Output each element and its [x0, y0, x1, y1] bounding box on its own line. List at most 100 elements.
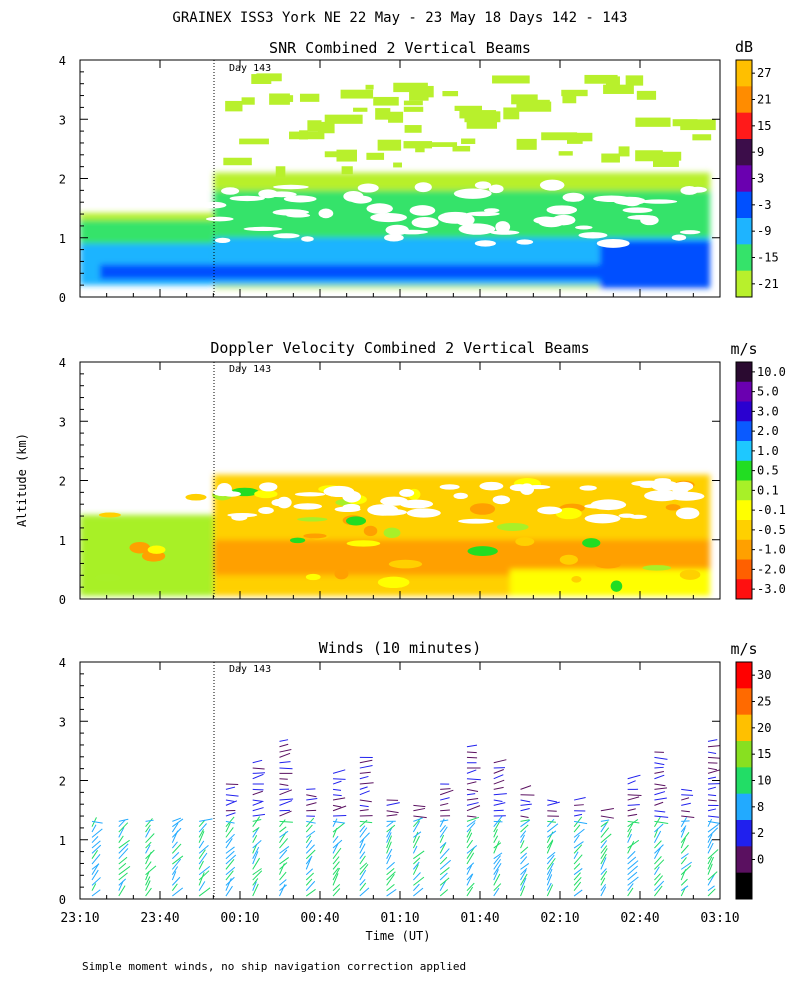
wind-barb-14-23: [466, 873, 474, 886]
wind-barb-16-86: [520, 840, 525, 849]
wind-barb-16-167: [520, 799, 531, 803]
wind-barb-19-149: [600, 807, 614, 812]
wind-barb-0-23: [91, 877, 101, 886]
snr-cloud-31: [366, 152, 385, 160]
snr-cloud-44: [275, 166, 286, 178]
doppler-patch-40: [582, 538, 601, 548]
wind-barb-17-68: [546, 851, 556, 860]
snr-gap-50: [627, 214, 657, 220]
y-tick-label-2-2: 2: [59, 775, 66, 789]
figure-title: GRAINEX ISS3 York NE 22 May - 23 May 18 …: [172, 10, 627, 26]
colorbar-label-1-3: 2.0: [757, 424, 779, 438]
wind-barb-8-50: [305, 857, 312, 870]
wind-barb-15-5: [493, 887, 500, 897]
wind-barb-21-194: [654, 783, 666, 787]
doppler-patch-46: [377, 576, 410, 589]
snr-cloud-66: [289, 131, 325, 140]
doppler-gap-31: [227, 512, 258, 518]
wind-barb-17-50: [546, 857, 556, 870]
snr-gap-44: [370, 212, 407, 223]
snr-gap-45: [258, 189, 278, 199]
wind-barb-10-41: [359, 864, 369, 876]
wind-barb-5-68: [225, 850, 235, 860]
wind-barb-20-122: [627, 819, 639, 828]
y-axis-label: Altitude (km): [15, 433, 29, 527]
snr-gap-21: [488, 184, 504, 194]
wind-barb-8-185: [306, 788, 316, 790]
wind-barb-10-176: [359, 790, 370, 796]
wind-barb-15-32: [493, 869, 499, 881]
wind-barb-8-59: [305, 855, 313, 865]
wind-barb-12-104: [413, 831, 422, 838]
wind-barb-17-167: [547, 799, 558, 803]
wind-barb-11-14: [386, 883, 395, 892]
wind-barb-5-185: [225, 786, 236, 790]
doppler-gap-12: [590, 499, 627, 511]
wind-barb-19-95: [600, 833, 612, 844]
wind-barb-4-113: [198, 823, 207, 833]
wind-barb-21-77: [654, 844, 664, 854]
wind-barb-5-140: [225, 812, 236, 817]
wind-barb-10-122: [359, 819, 368, 828]
snr-gap-51: [453, 188, 492, 199]
doppler-axis-ticks: 0 1 2 3 4: [59, 356, 721, 607]
wind-barb-8-86: [305, 839, 313, 849]
wind-barb-16-140: [520, 815, 529, 818]
wind-barb-18-59: [573, 854, 583, 865]
wind-barb-0-86: [91, 840, 101, 849]
wind-barb-0-95: [91, 836, 99, 844]
snr-panel: SNR Combined 2 Vertical Beams 0 1 2 3 4 Day …: [59, 38, 779, 305]
colorbar-swatch-1-5: [736, 460, 752, 481]
snr-gap-36: [458, 223, 496, 235]
colorbar-swatch-0-4: [736, 165, 752, 193]
wind-barb-10-50: [359, 862, 368, 870]
snr-cloud-69: [341, 166, 353, 175]
wind-barb-7-167: [279, 798, 294, 801]
wind-barb-5-158: [225, 800, 238, 806]
doppler-gap-41: [671, 482, 690, 495]
wind-barb-11-23: [386, 873, 395, 886]
snr-gap-48: [349, 195, 372, 204]
wind-barb-7-5: [279, 884, 286, 897]
wind-barb-21-95: [653, 830, 662, 843]
doppler-gap-21: [212, 488, 234, 497]
snr-day-marker: Day 143: [229, 63, 271, 74]
wind-barb-1-77: [118, 843, 129, 854]
wind-barb-18-131: [574, 820, 588, 825]
wind-barb-15-167: [493, 799, 503, 803]
wind-barb-9-59: [332, 856, 340, 865]
wind-barb-12-32: [413, 872, 421, 881]
wind-barb-9-14: [332, 883, 341, 892]
wind-barb-7-257: [279, 743, 289, 748]
wind-barb-22-113: [680, 825, 687, 833]
wind-barb-9-32: [332, 867, 341, 881]
wind-barb-20-41: [627, 865, 638, 876]
doppler-patch-24: [555, 507, 582, 520]
wind-barb-23-167: [707, 799, 717, 802]
wind-barb-21-59: [654, 856, 662, 865]
wind-barb-7-104: [279, 830, 289, 838]
doppler-patch-38: [363, 525, 378, 537]
wind-barb-20-176: [627, 794, 642, 797]
wind-barb-19-122: [600, 821, 609, 828]
wind-barb-15-194: [493, 779, 505, 785]
y-tick-label-1-1: 1: [59, 534, 66, 548]
wind-barb-8-158: [306, 802, 317, 806]
wind-barb-14-140: [466, 815, 477, 818]
x-tick-label-1: 23:40: [140, 911, 179, 926]
snr-gap-31: [214, 237, 231, 243]
y-tick-label-0-3: 3: [59, 113, 66, 127]
doppler-patch-42: [665, 504, 681, 511]
wind-barb-17-41: [546, 862, 554, 875]
wind-barb-22-59: [680, 857, 687, 865]
wind-barb-19-5: [600, 886, 607, 897]
wind-barb-11-113: [386, 824, 396, 833]
winds-axis-ticks: 0 1 2 3 4: [59, 656, 721, 907]
wind-barb-6-113: [252, 827, 260, 833]
winds-field: [91, 739, 720, 897]
wind-barb-9-95: [332, 835, 339, 844]
wind-barb-1-95: [118, 835, 124, 843]
colorbar-label-1-0: 10.0: [757, 365, 786, 379]
wind-barb-9-131: [332, 820, 346, 824]
colorbar-swatch-2-8: [736, 872, 752, 900]
